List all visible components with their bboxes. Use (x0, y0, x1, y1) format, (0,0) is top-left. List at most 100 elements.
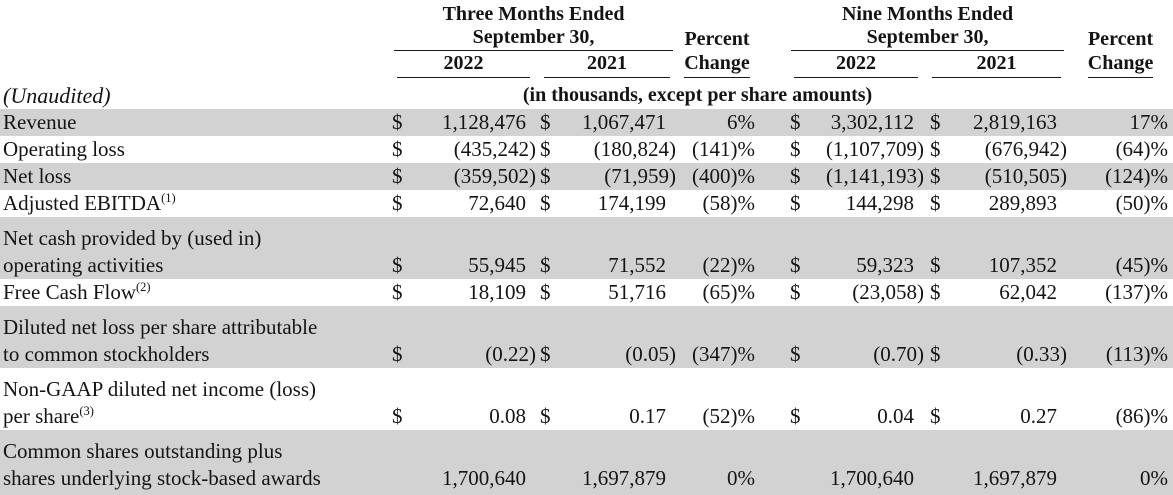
row-label-text: Common shares outstanding plus shares un… (3, 439, 321, 490)
empty-cell (0, 26, 390, 51)
table-row-diluted-net-loss-per-share: Diluted net loss per share attributable … (0, 306, 1173, 368)
value-3mo-2022: 55,945 (410, 217, 537, 279)
table-row-net-cash-operating: Net cash provided by (used in) operating… (0, 217, 1173, 279)
spacer (757, 136, 787, 163)
percent-change-9mo: 17% (1068, 109, 1173, 136)
value-3mo-2021: (180,824) (593, 137, 677, 161)
value-9mo-2022: 59,323 (807, 217, 926, 279)
dollar-sign: $ (787, 109, 808, 136)
col-header-3mo-2021-cell: 2021 (537, 51, 677, 78)
dollar-sign: $ (930, 137, 941, 161)
units-note: (in thousands, except per share amounts) (522, 84, 873, 106)
percent-change-9mo: (50)% (1115, 191, 1169, 215)
dollar-sign: $ (392, 137, 403, 161)
spacer (757, 0, 787, 26)
dollar-sign: $ (390, 109, 410, 136)
value-3mo-2022: 1,700,640 (410, 430, 537, 495)
dollar-sign: $ (537, 217, 557, 279)
nine-months-title: Nine Months Ended (841, 3, 1014, 25)
dollar-sign (537, 430, 557, 495)
dollar-sign: $ (390, 306, 410, 368)
row-label-text: Free Cash Flow (3, 280, 136, 304)
table-row-operating-loss: Operating loss $ (435,242) $ (180,824) (… (0, 136, 1173, 163)
value-3mo-2022: 1,128,476 (410, 109, 537, 136)
col-header-9mo-2022-cell: 2022 (787, 51, 925, 78)
dollar-sign: $ (537, 163, 557, 190)
value-9mo-2022: (1,141,193) (807, 163, 926, 190)
row-label: Non-GAAP diluted net income (loss) per s… (0, 368, 390, 430)
row-label-text: Operating loss (3, 137, 125, 161)
dollar-sign: $ (930, 280, 941, 304)
three-months-date: September 30, (394, 26, 674, 51)
dollar-sign: $ (540, 280, 551, 304)
dollar-sign: $ (790, 280, 801, 304)
percent-change-9mo: (64)% (1115, 137, 1169, 161)
empty-cell (677, 0, 757, 26)
dollar-sign: $ (537, 109, 557, 136)
footnote-sup: (2) (136, 280, 151, 294)
percent-change-3mo: 0% (677, 430, 758, 495)
dollar-sign: $ (930, 191, 941, 215)
percent-change-9mo: (137)% (1105, 280, 1169, 304)
header-row-notes: (Unaudited) (in thousands, except per sh… (0, 78, 1173, 109)
table-row-non-gaap-diluted-eps: Non-GAAP diluted net income (loss) per s… (0, 368, 1173, 430)
dollar-sign: $ (390, 163, 410, 190)
value-3mo-2022: 18,109 (468, 280, 526, 304)
percent-change-3mo: (22)% (677, 217, 758, 279)
spacer (757, 217, 788, 279)
dollar-sign: $ (787, 163, 808, 190)
header-row-years: 2022 2021 Change 2022 2021 Change (0, 51, 1173, 78)
percent-change-3mo: (400)% (677, 163, 758, 190)
value-9mo-2021: 107,352 (945, 217, 1069, 279)
value-9mo-2021: 2,819,163 (945, 109, 1069, 136)
spacer (757, 306, 788, 368)
table-row-common-shares-outstanding: Common shares outstanding plus shares un… (0, 430, 1173, 495)
value-9mo-2022: (0.70) (807, 306, 926, 368)
percent-change-3mo: (58)% (702, 191, 756, 215)
percent-change-3mo: 6% (677, 109, 758, 136)
row-label: Free Cash Flow(2) (0, 279, 390, 306)
value-9mo-2022: (1,107,709) (826, 137, 925, 161)
three-months-header-cell: Three Months Ended (390, 0, 677, 26)
value-3mo-2021: (0.05) (557, 306, 678, 368)
footnote-sup: (3) (79, 404, 94, 418)
spacer (757, 163, 788, 190)
value-3mo-2021: 0.17 (629, 404, 667, 428)
value-3mo-2021: 1,067,471 (557, 109, 678, 136)
empty-cell (0, 51, 390, 78)
value-9mo-2022: 3,302,112 (807, 109, 926, 136)
dollar-sign: $ (925, 163, 946, 190)
col-header-9mo-2021-cell: 2021 (925, 51, 1068, 78)
three-months-title: Three Months Ended (442, 3, 625, 25)
dollar-sign: $ (790, 404, 801, 428)
nine-months-date-cell: September 30, (787, 26, 1068, 51)
dollar-sign: $ (392, 280, 403, 304)
col-header-9mo-2022: 2022 (794, 52, 919, 78)
dollar-sign: $ (925, 109, 946, 136)
spacer (757, 430, 788, 495)
spacer (757, 109, 788, 136)
row-label: Adjusted EBITDA(1) (0, 190, 390, 217)
change-header-3mo: Change (684, 52, 750, 78)
row-label: Net cash provided by (used in) operating… (0, 217, 390, 279)
percent-change-3mo: (347)% (677, 306, 758, 368)
header-row-period-title: Three Months Ended Nine Months Ended (0, 0, 1173, 26)
spacer (757, 51, 787, 78)
spacer (757, 26, 787, 51)
nine-months-header-cell: Nine Months Ended (787, 0, 1068, 26)
row-label: Operating loss (0, 136, 390, 163)
empty-cell (0, 0, 390, 26)
table-row-revenue: Revenue $ 1,128,476 $ 1,067,471 6% $ 3,3… (0, 109, 1173, 136)
col-header-3mo-2022: 2022 (397, 52, 530, 78)
col-header-9mo-2021: 2021 (932, 52, 1062, 78)
dollar-sign: $ (540, 137, 551, 161)
percent-change-9mo: (86)% (1115, 404, 1169, 428)
change-header-9mo: Change (1087, 52, 1154, 78)
value-3mo-2021: 1,697,879 (557, 430, 678, 495)
col-header-3mo-2021: 2021 (544, 52, 671, 78)
value-9mo-2021: (510,505) (945, 163, 1069, 190)
value-3mo-2022: (359,502) (410, 163, 537, 190)
percent-header-9mo: Percent (1087, 28, 1154, 50)
row-label-text: Net cash provided by (used in) operating… (3, 226, 262, 277)
